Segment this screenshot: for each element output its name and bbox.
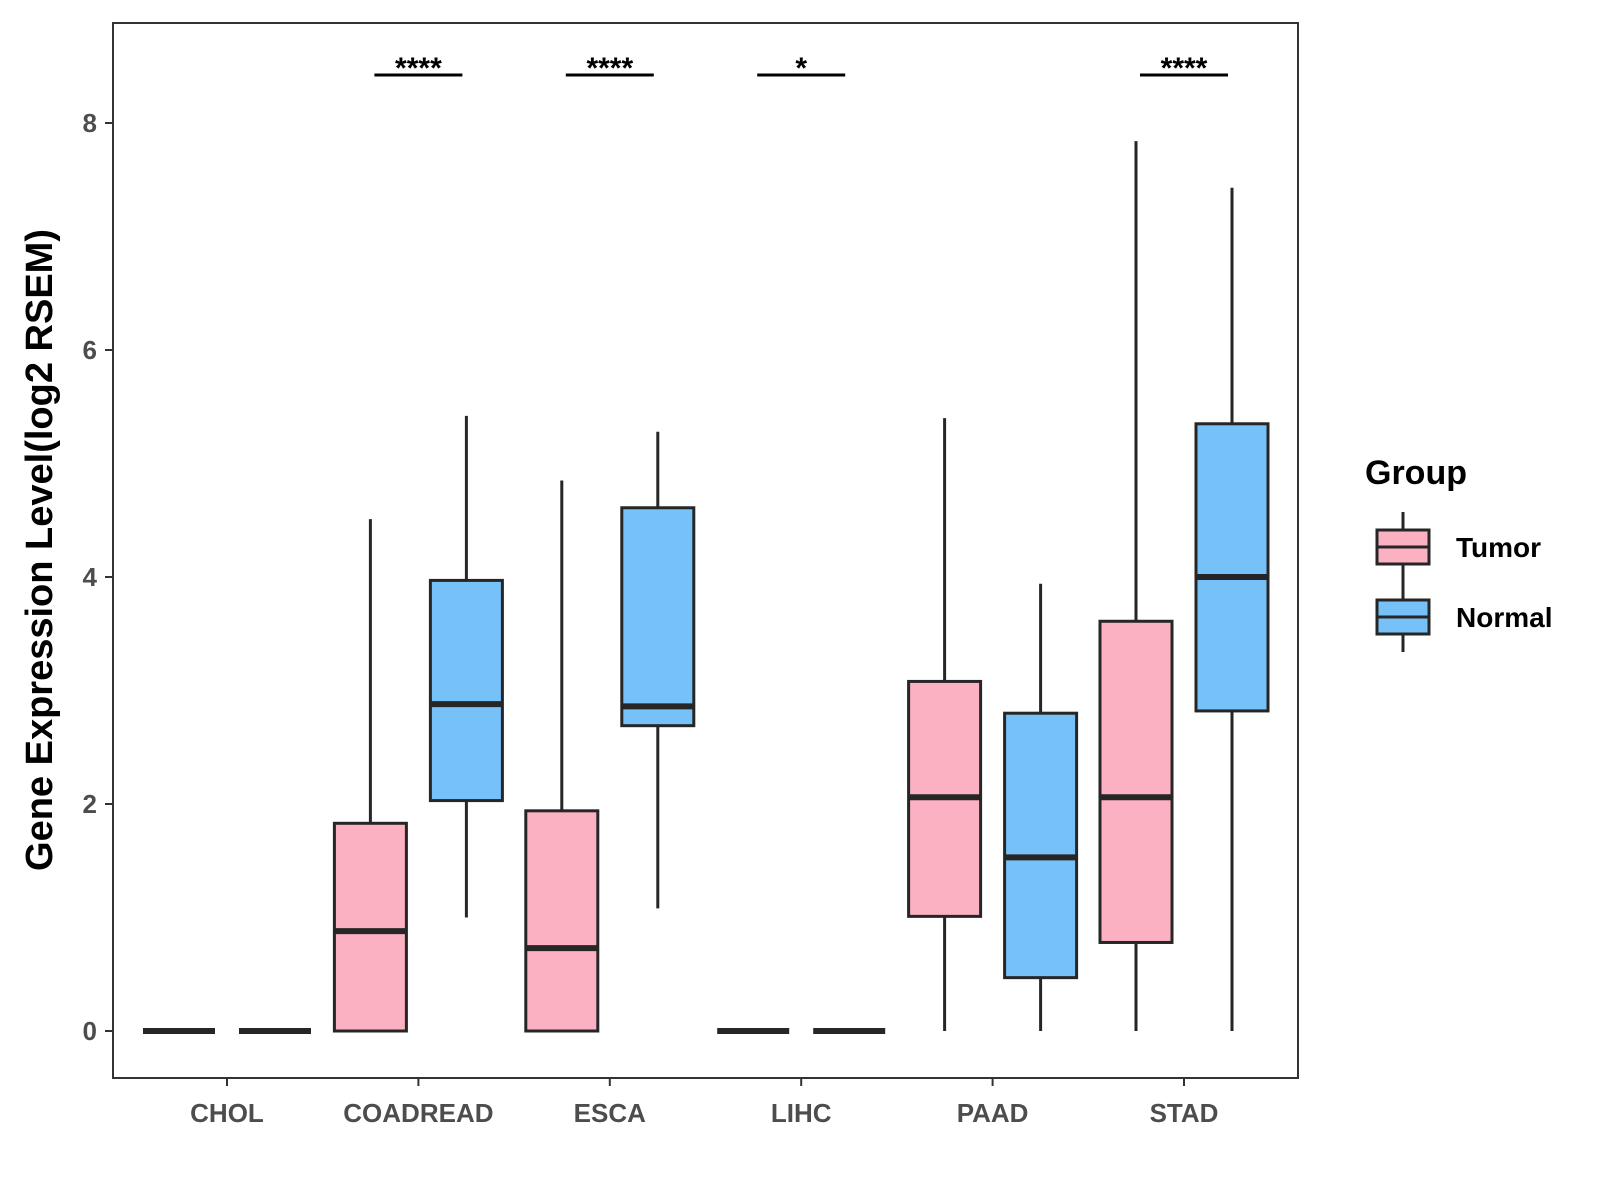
- legend-label: Tumor: [1456, 532, 1541, 563]
- box-tumor-esca: [524, 480, 600, 1033]
- y-axis-title: Gene Expression Level(log2 RSEM): [19, 229, 61, 871]
- box-body: [1194, 422, 1270, 713]
- legend-item-tumor: Tumor: [1375, 512, 1541, 582]
- box-normal-stad: [1194, 187, 1270, 1031]
- y-tick-label: 0: [83, 1016, 97, 1046]
- box-normal-coadread: [428, 415, 504, 918]
- x-tick-label: COADREAD: [343, 1098, 493, 1128]
- x-tick-label: ESCA: [574, 1098, 646, 1128]
- legend-item-normal: Normal: [1375, 582, 1552, 652]
- y-tick-label: 8: [83, 108, 97, 138]
- box-tumor-stad: [1098, 141, 1174, 1031]
- y-axis: 0 2 4 6 8: [83, 108, 113, 1046]
- x-tick-label: STAD: [1150, 1098, 1219, 1128]
- y-tick-label: 6: [83, 335, 97, 365]
- y-tick-label: 4: [83, 562, 98, 592]
- significance-label: *: [795, 52, 807, 85]
- box-body: [428, 578, 504, 803]
- legend-title: Group: [1365, 454, 1467, 492]
- legend-label: Normal: [1456, 602, 1552, 633]
- box-series: [143, 141, 1270, 1034]
- box-body: [620, 506, 696, 728]
- x-axis: CHOL COADREAD ESCA LIHC PAAD STAD: [190, 1078, 1218, 1128]
- x-tick-label: LIHC: [771, 1098, 832, 1128]
- x-tick-label: PAAD: [957, 1098, 1029, 1128]
- box-tumor-coadread: [332, 519, 408, 1033]
- x-tick-label: CHOL: [190, 1098, 264, 1128]
- legend: Group Tumor Normal: [1365, 454, 1552, 652]
- box-body: [1098, 619, 1174, 944]
- box-body: [524, 809, 600, 1033]
- significance-label: ****: [1161, 52, 1208, 85]
- box-body: [1003, 711, 1079, 980]
- box-tumor-paad: [907, 418, 983, 1031]
- box-normal-paad: [1003, 583, 1079, 1031]
- significance-annotations: **** **** * ****: [374, 52, 1228, 85]
- box-normal-esca: [620, 431, 696, 909]
- y-tick-label: 2: [83, 789, 97, 819]
- significance-label: ****: [586, 52, 633, 85]
- box-body: [332, 821, 408, 1033]
- significance-label: ****: [395, 52, 442, 85]
